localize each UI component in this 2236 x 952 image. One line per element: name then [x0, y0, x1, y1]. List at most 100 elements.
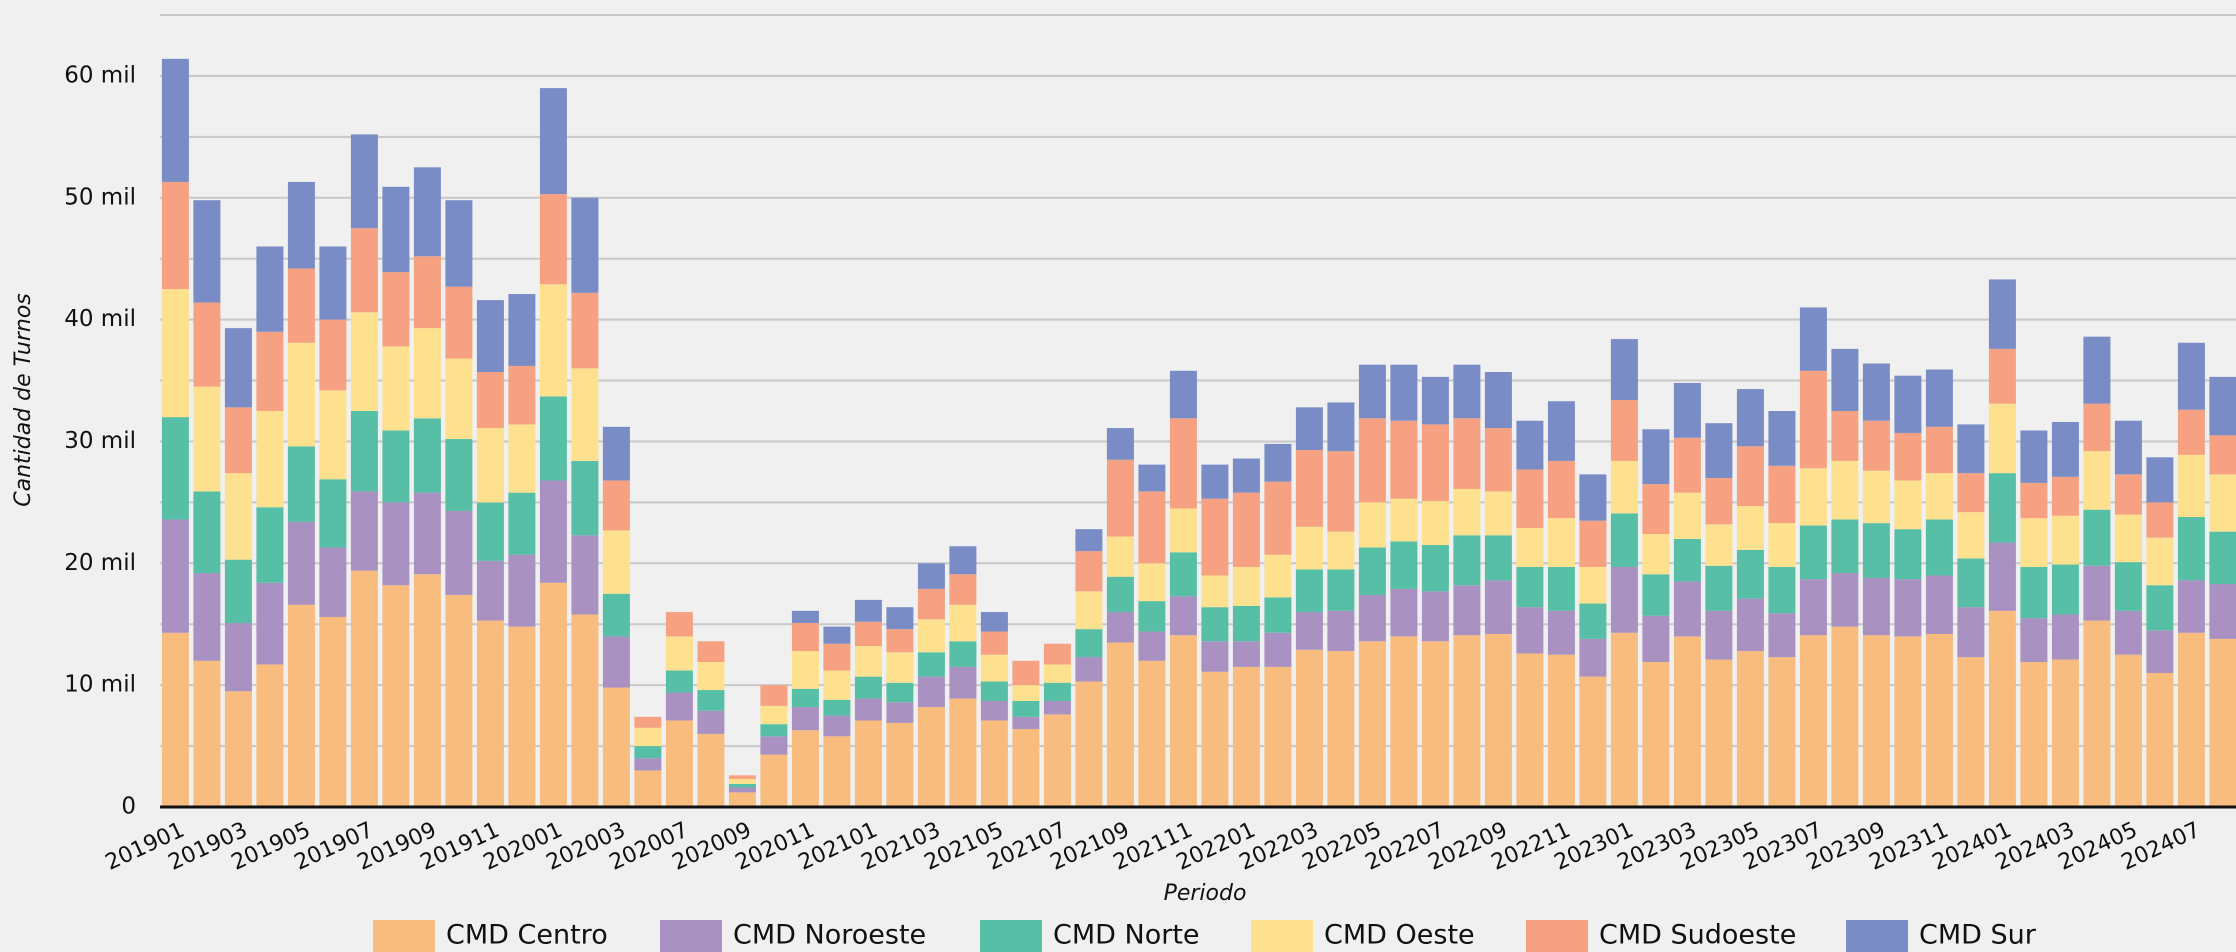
bar-segment	[161, 289, 189, 418]
bar-segment	[1169, 370, 1197, 419]
bar-segment	[728, 787, 756, 793]
bar-segment	[1925, 369, 1953, 427]
bar-segment	[1862, 420, 1890, 471]
bar-segment	[2146, 672, 2174, 807]
bar-segment	[1705, 565, 1733, 611]
bar-segment	[382, 272, 410, 347]
bar-segment	[791, 651, 819, 689]
bar-segment	[1043, 643, 1071, 665]
bar-segment	[2083, 509, 2111, 566]
bar-segment	[1358, 547, 1386, 595]
bar-segment	[1610, 400, 1638, 461]
bar-segment	[2209, 435, 2236, 475]
bar-segment	[1894, 579, 1922, 637]
legend-swatch	[1526, 920, 1588, 952]
bar-segment	[193, 573, 221, 661]
bar-segment	[445, 439, 473, 511]
bar-segment	[1705, 478, 1733, 525]
bar-segment	[539, 582, 567, 807]
legend-swatch	[1251, 920, 1313, 952]
bar-segment	[1642, 574, 1670, 616]
bar-segment	[1453, 488, 1481, 536]
bar-segment	[1453, 364, 1481, 419]
bar-segment	[1264, 666, 1292, 807]
bar-segment	[1547, 401, 1575, 461]
bar-segment	[2177, 409, 2205, 455]
bar-segment	[350, 491, 378, 571]
bar-segment	[1169, 552, 1197, 597]
bar-segment	[2083, 620, 2111, 807]
bar-segment	[1988, 403, 2016, 474]
bar-segment	[224, 559, 252, 624]
bar-segment	[1516, 607, 1544, 654]
bar-segment	[602, 593, 630, 637]
bar-segment	[413, 256, 441, 329]
bar-segment	[413, 167, 441, 257]
bar-segment	[1799, 468, 1827, 526]
bar-segment	[1295, 526, 1323, 570]
bar-segment	[1327, 610, 1355, 652]
bar-segment	[1516, 527, 1544, 567]
bar-segment	[476, 428, 504, 503]
bar-segment	[1957, 657, 1985, 807]
bar-segment	[2177, 454, 2205, 518]
bar-segment	[1421, 591, 1449, 642]
bar-segment	[1673, 492, 1701, 539]
bar-segment	[1925, 575, 1953, 634]
bar-segment	[697, 641, 725, 663]
bar-segment	[760, 736, 788, 755]
bar-segment	[791, 623, 819, 652]
bar-segment	[1642, 615, 1670, 663]
bar-segment	[1516, 566, 1544, 608]
bar-segment	[1201, 464, 1229, 499]
bar-segment	[571, 197, 599, 293]
bar-segment	[1169, 596, 1197, 636]
bar-segment	[791, 730, 819, 807]
bar-segment	[224, 473, 252, 560]
bar-segment	[2051, 421, 2079, 477]
bar-segment	[476, 502, 504, 561]
bar-segment	[634, 758, 662, 771]
bar-segment	[1138, 563, 1166, 602]
bar-segment	[1138, 491, 1166, 564]
bar-segment	[1768, 411, 1796, 466]
bar-segment	[1075, 657, 1103, 682]
bar-segment	[256, 507, 284, 583]
bar-segment	[854, 720, 882, 807]
bar-segment	[1421, 641, 1449, 807]
bar-segment	[1390, 588, 1418, 637]
bar-segment	[1327, 569, 1355, 611]
bar-segment	[917, 652, 945, 677]
y-tick-label: 40 mil	[64, 306, 136, 332]
legend-label: CMD Centro	[446, 920, 608, 951]
bar-segment	[2114, 474, 2142, 515]
bar-segment	[2146, 502, 2174, 538]
bar-segment	[1106, 428, 1134, 460]
bar-segment	[1201, 575, 1229, 608]
bar-segment	[193, 302, 221, 387]
bar-segment	[161, 632, 189, 807]
bar-segment	[571, 368, 599, 461]
bar-segment	[2114, 562, 2142, 611]
bar-segment	[287, 521, 315, 605]
bar-segment	[1264, 481, 1292, 555]
bar-segment	[1295, 569, 1323, 613]
bar-segment	[949, 546, 977, 575]
bar-segment	[1453, 585, 1481, 636]
bar-segment	[350, 411, 378, 492]
bar-segment	[1579, 566, 1607, 604]
bar-segment	[602, 687, 630, 807]
bar-segment	[287, 446, 315, 522]
bar-segment	[1705, 524, 1733, 566]
bar-segment	[665, 636, 693, 671]
bar-segment	[413, 418, 441, 493]
bar-segment	[476, 620, 504, 807]
legend-label: CMD Norte	[1053, 920, 1200, 951]
bar-segment	[949, 698, 977, 807]
bar-segment	[539, 396, 567, 481]
bar-segment	[2051, 564, 2079, 615]
bar-segment	[1012, 660, 1040, 686]
bar-segment	[665, 692, 693, 721]
y-axis-title: Cantidad de Turnos	[11, 293, 36, 507]
bar-segment	[1862, 470, 1890, 524]
